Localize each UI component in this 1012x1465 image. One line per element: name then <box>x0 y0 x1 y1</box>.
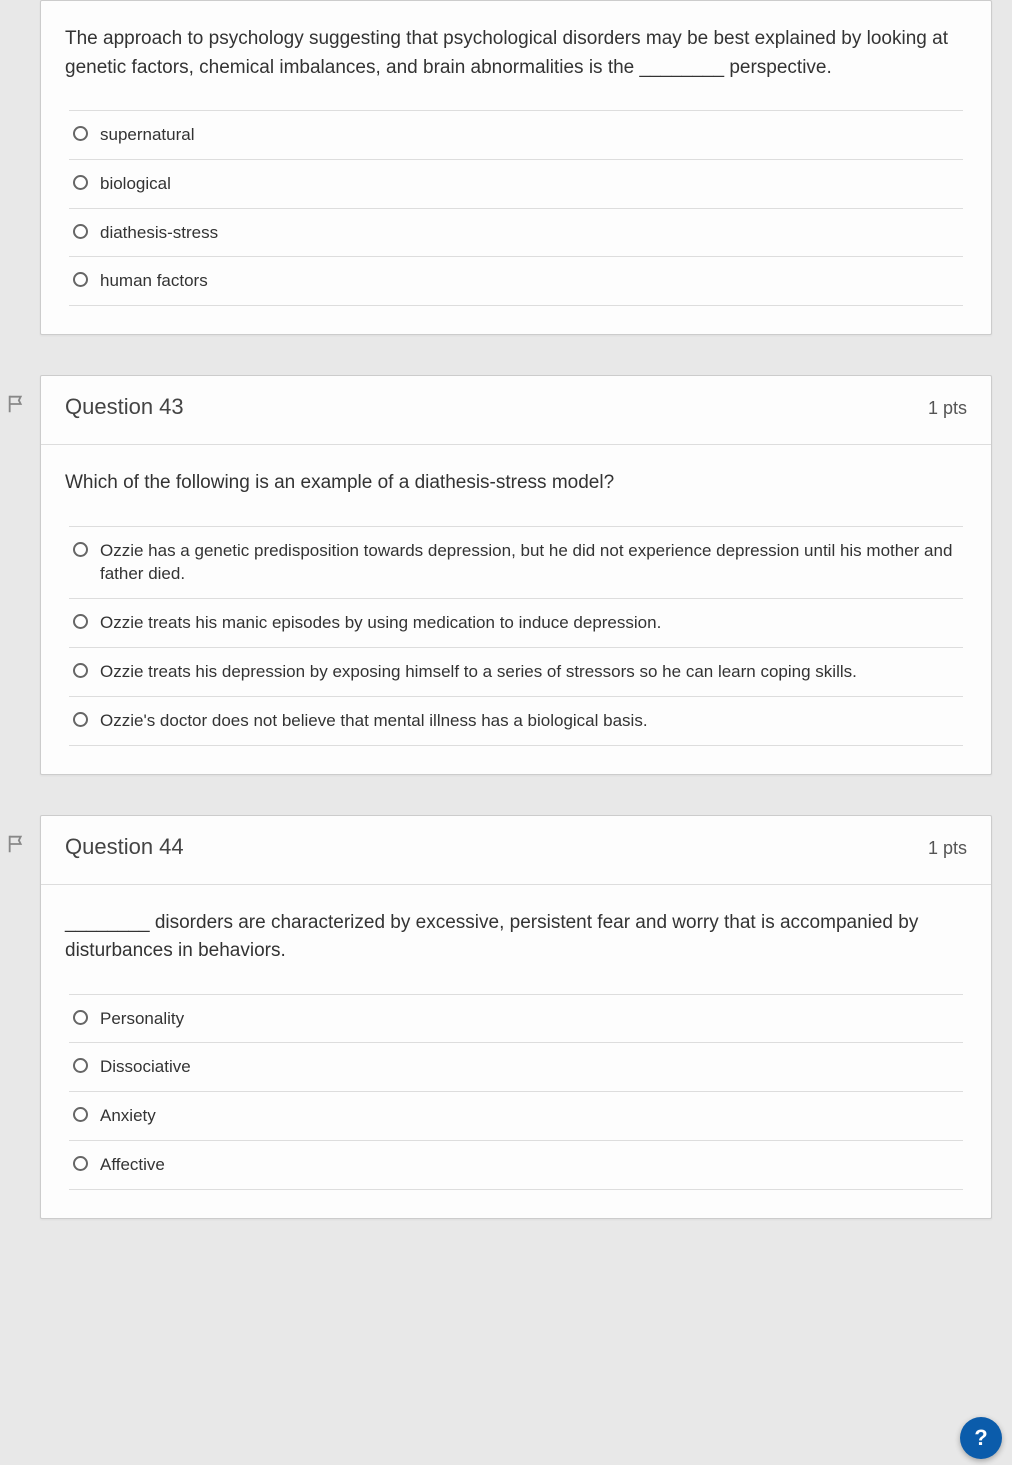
radio-icon[interactable] <box>73 663 88 678</box>
question-body: Which of the following is an example of … <box>41 445 991 773</box>
radio-icon[interactable] <box>73 1010 88 1025</box>
option-row[interactable]: supernatural <box>69 110 963 159</box>
radio-icon[interactable] <box>73 175 88 190</box>
question-points: 1 pts <box>928 398 967 419</box>
option-row[interactable]: Personality <box>69 994 963 1043</box>
option-label: human factors <box>100 269 959 293</box>
question-prompt: The approach to psychology suggesting th… <box>65 25 967 82</box>
radio-icon[interactable] <box>73 272 88 287</box>
question-options: Personality Dissociative Anxiety Affecti… <box>65 994 967 1190</box>
radio-icon[interactable] <box>73 542 88 557</box>
question-title: Question 44 <box>65 834 184 860</box>
flag-icon[interactable] <box>6 393 28 415</box>
option-label: diathesis-stress <box>100 221 959 245</box>
option-row[interactable]: Ozzie has a genetic predisposition towar… <box>69 526 963 599</box>
option-row[interactable]: biological <box>69 159 963 208</box>
option-row[interactable]: Affective <box>69 1140 963 1190</box>
question-prompt: ________ disorders are characterized by … <box>65 909 967 966</box>
help-button[interactable]: ? <box>960 1417 1002 1459</box>
radio-icon[interactable] <box>73 614 88 629</box>
option-row[interactable]: Anxiety <box>69 1091 963 1140</box>
question-card: Question 43 1 pts Which of the following… <box>40 375 992 774</box>
question-title: Question 43 <box>65 394 184 420</box>
option-label: Anxiety <box>100 1104 959 1128</box>
option-label: biological <box>100 172 959 196</box>
question-header: Question 44 1 pts <box>41 816 991 885</box>
option-row[interactable]: Dissociative <box>69 1042 963 1091</box>
radio-icon[interactable] <box>73 1107 88 1122</box>
radio-icon[interactable] <box>73 126 88 141</box>
radio-icon[interactable] <box>73 224 88 239</box>
flag-icon[interactable] <box>6 833 28 855</box>
question-options: supernatural biological diathesis-stress… <box>65 110 967 306</box>
help-icon: ? <box>974 1425 987 1451</box>
question-options: Ozzie has a genetic predisposition towar… <box>65 526 967 746</box>
question-card: The approach to psychology suggesting th… <box>40 0 992 335</box>
option-row[interactable]: human factors <box>69 256 963 306</box>
question-card: Question 44 1 pts ________ disorders are… <box>40 815 992 1219</box>
option-row[interactable]: Ozzie treats his manic episodes by using… <box>69 598 963 647</box>
option-label: Ozzie treats his manic episodes by using… <box>100 611 959 635</box>
option-label: Personality <box>100 1007 959 1031</box>
question-body: The approach to psychology suggesting th… <box>41 1 991 334</box>
question-header: Question 43 1 pts <box>41 376 991 445</box>
option-label: Ozzie's doctor does not believe that men… <box>100 709 959 733</box>
option-label: Affective <box>100 1153 959 1177</box>
option-row[interactable]: diathesis-stress <box>69 208 963 257</box>
option-label: supernatural <box>100 123 959 147</box>
option-label: Dissociative <box>100 1055 959 1079</box>
question-points: 1 pts <box>928 838 967 859</box>
radio-icon[interactable] <box>73 1156 88 1171</box>
radio-icon[interactable] <box>73 712 88 727</box>
option-row[interactable]: Ozzie's doctor does not believe that men… <box>69 696 963 746</box>
option-label: Ozzie has a genetic predisposition towar… <box>100 539 959 587</box>
question-prompt: Which of the following is an example of … <box>65 469 967 498</box>
question-body: ________ disorders are characterized by … <box>41 885 991 1218</box>
option-row[interactable]: Ozzie treats his depression by exposing … <box>69 647 963 696</box>
radio-icon[interactable] <box>73 1058 88 1073</box>
option-label: Ozzie treats his depression by exposing … <box>100 660 959 684</box>
